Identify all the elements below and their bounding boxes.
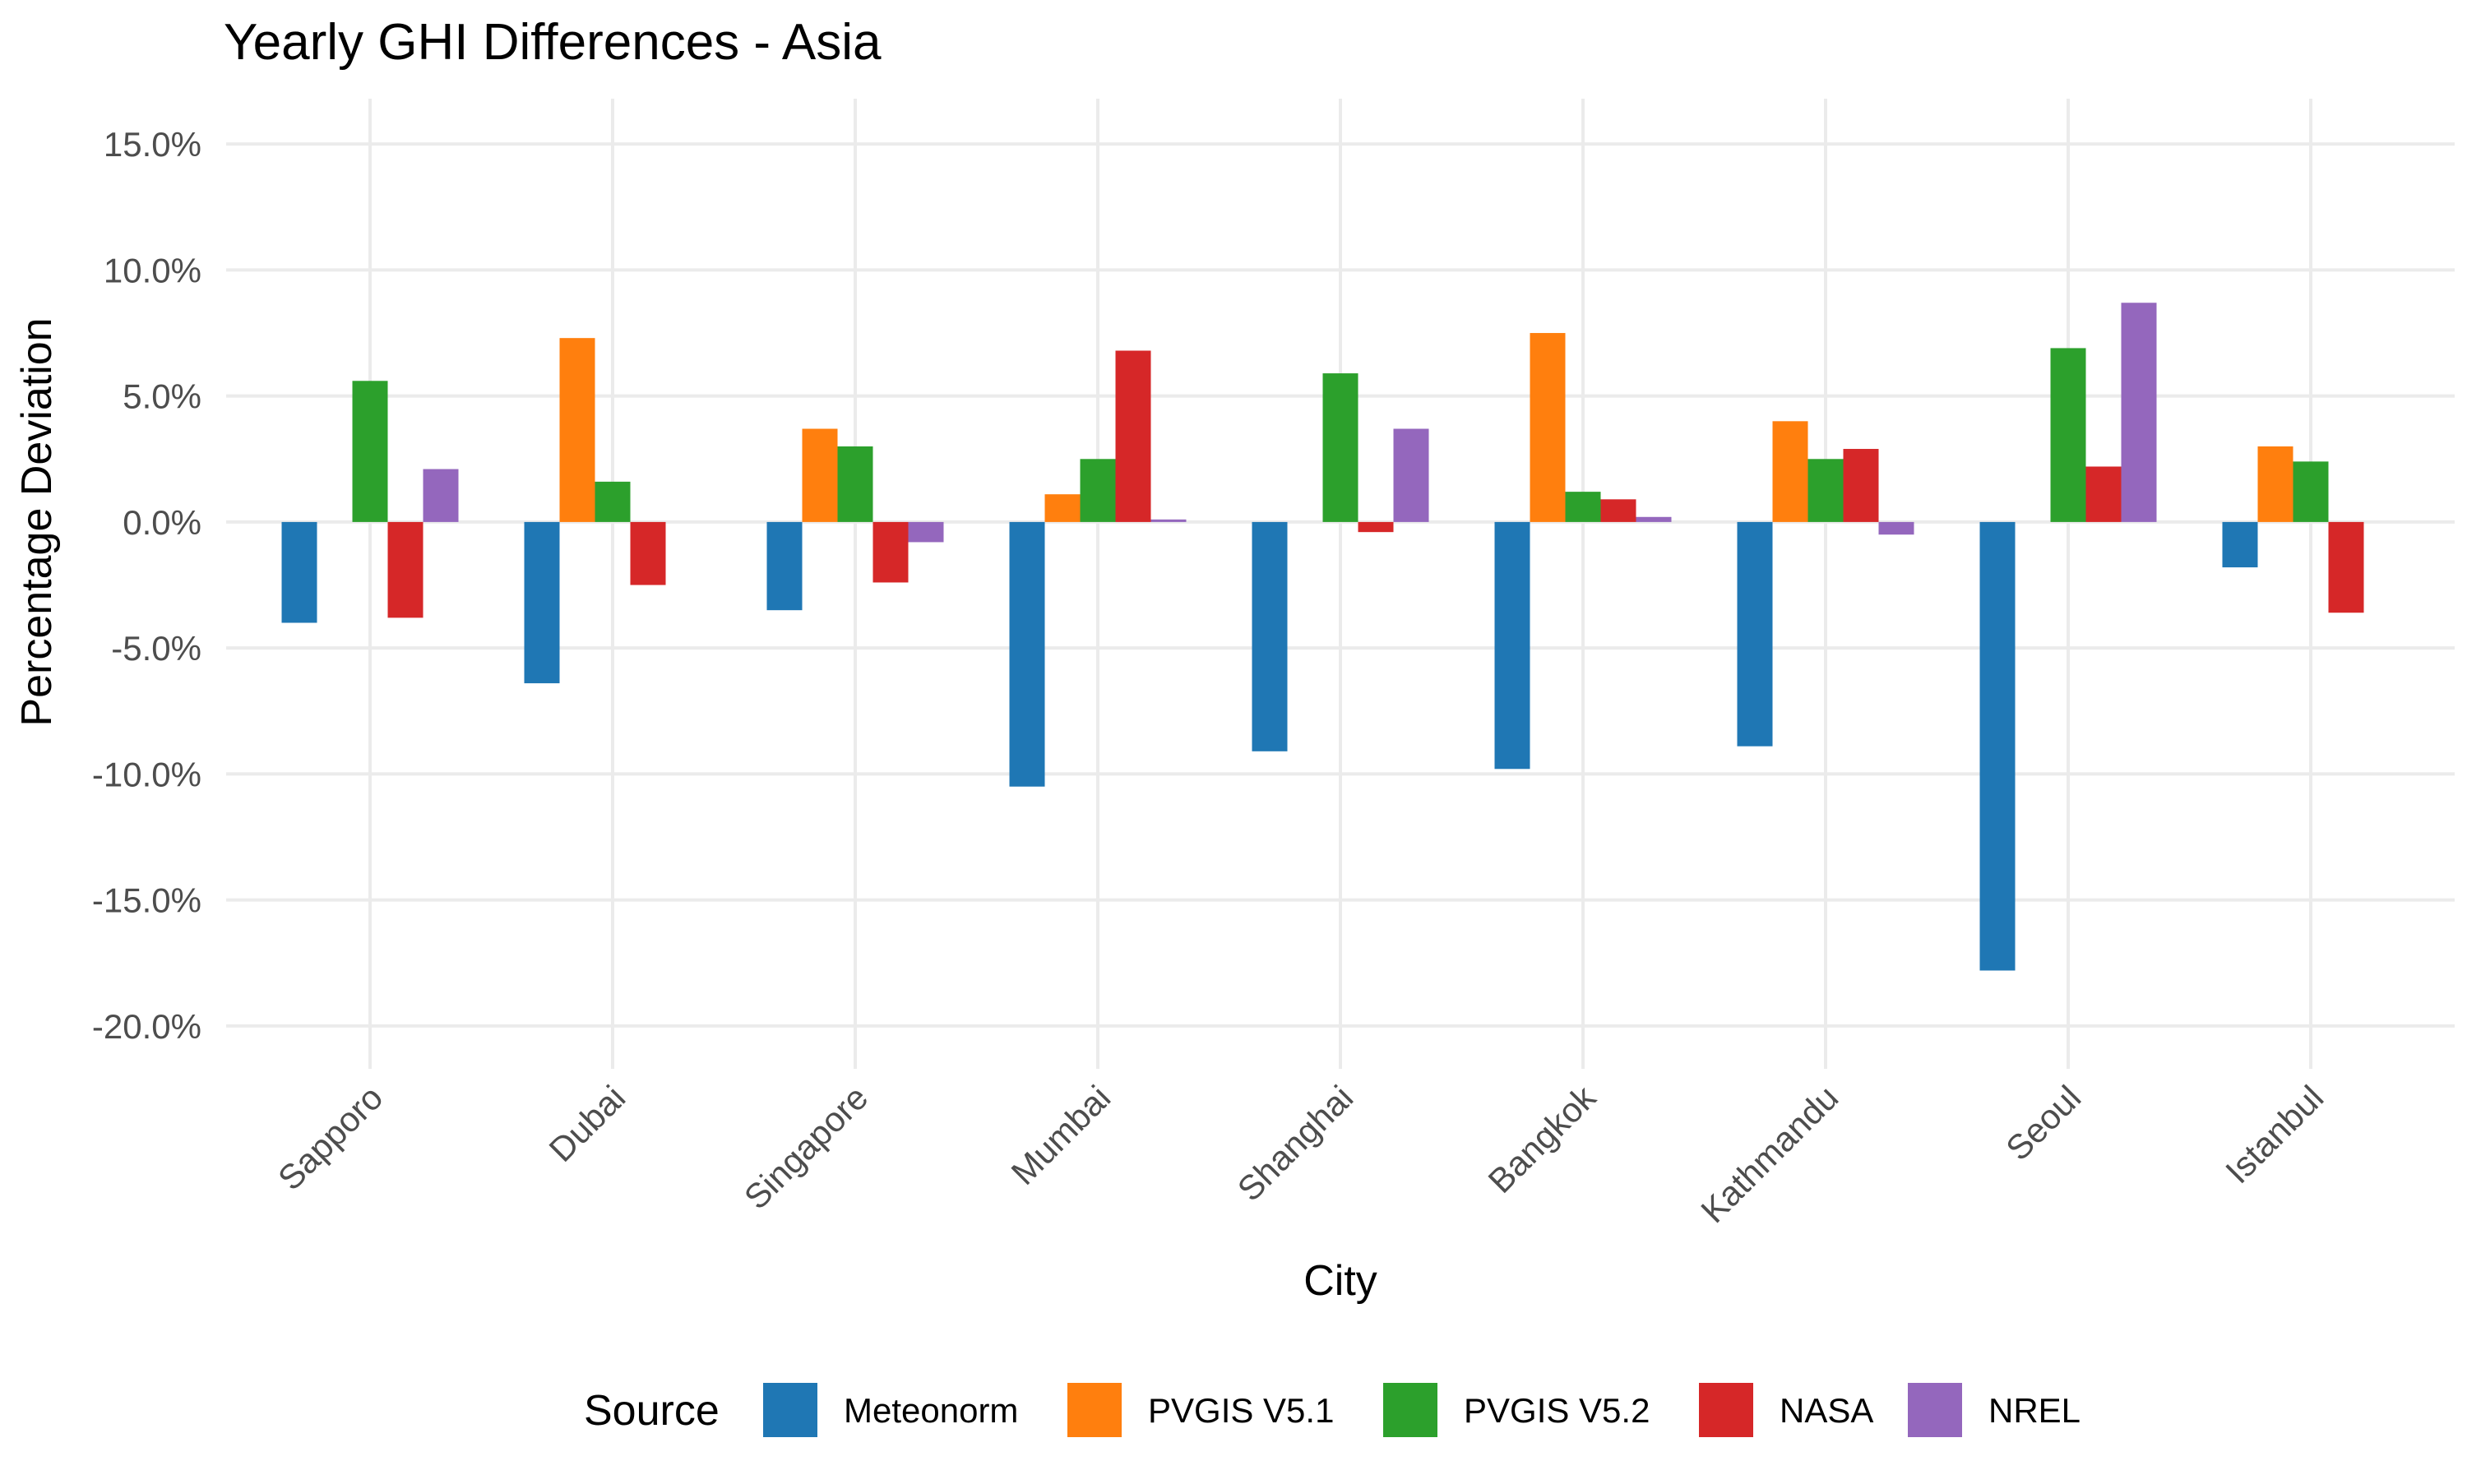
legend-swatch — [1067, 1383, 1122, 1437]
bar-nrel-singapore — [908, 521, 944, 543]
x-tick-label: Dubai — [542, 1078, 633, 1169]
bar-nasa-dubai — [630, 521, 666, 585]
bar-nasa-seoul — [2085, 466, 2122, 522]
chart-title: Yearly GHI Differences - Asia — [224, 14, 882, 71]
bar-nrel-seoul — [2121, 303, 2157, 522]
x-axis-title: City — [1303, 1257, 1377, 1305]
bar-pvgis-v5-2-seoul — [2050, 348, 2086, 522]
bar-pvgis-v5-2-sapporo — [352, 381, 388, 522]
bar-nasa-istanbul — [2328, 521, 2364, 613]
bar-meteonorm-bangkok — [1494, 521, 1530, 770]
bar-pvgis-v5-2-shanghai — [1322, 373, 1358, 522]
bar-pvgis-v5-2-singapore — [837, 446, 873, 522]
y-tick-label: 0.0% — [123, 503, 201, 542]
bar-meteonorm-seoul — [1979, 521, 2016, 971]
bar-pvgis-v5-1-mumbai — [1044, 494, 1081, 522]
bar-nasa-bangkok — [1600, 499, 1636, 522]
legend-label: NASA — [1780, 1391, 1873, 1430]
bar-nrel-bangkok — [1636, 516, 1672, 522]
y-tick-label: 10.0% — [104, 251, 201, 289]
bar-meteonorm-sapporo — [281, 521, 317, 623]
bar-nrel-sapporo — [423, 469, 459, 522]
y-tick-label: -15.0% — [92, 881, 201, 920]
y-tick-label: 5.0% — [123, 377, 201, 416]
legend-swatch — [1699, 1383, 1753, 1437]
legend: Source Meteonorm PVGIS V5.1 PVGIS V5.2 NASA N… — [584, 1383, 2081, 1437]
bar-pvgis-v5-2-kathmandu — [1807, 459, 1844, 522]
legend-label: PVGIS V5.1 — [1148, 1391, 1334, 1430]
legend-title: Source — [584, 1387, 720, 1435]
bar-nasa-mumbai — [1115, 350, 1151, 522]
bar-pvgis-v5-1-dubai — [559, 338, 595, 522]
bar-pvgis-v5-1-singapore — [802, 428, 838, 522]
bar-nrel-mumbai — [1150, 519, 1187, 522]
bar-pvgis-v5-1-istanbul — [2257, 446, 2293, 522]
legend-label: PVGIS V5.2 — [1464, 1391, 1650, 1430]
bar-meteonorm-shanghai — [1252, 521, 1288, 751]
bar-pvgis-v5-1-kathmandu — [1772, 421, 1808, 522]
x-tick-label: Kathmandu — [1693, 1078, 1845, 1230]
bar-pvgis-v5-2-istanbul — [2293, 461, 2329, 522]
y-tick-label: 15.0% — [104, 125, 201, 164]
bar-nasa-singapore — [872, 521, 909, 583]
x-tick-label: Shanghai — [1230, 1078, 1361, 1209]
bar-meteonorm-mumbai — [1009, 521, 1045, 787]
bar-nrel-kathmandu — [1878, 521, 1914, 535]
bar-pvgis-v5-2-mumbai — [1080, 459, 1116, 522]
bar-pvgis-v5-2-bangkok — [1565, 492, 1601, 522]
legend-label: NREL — [1988, 1391, 2081, 1430]
bar-meteonorm-istanbul — [2222, 521, 2258, 568]
legend-item-meteonorm: Meteonorm — [763, 1383, 1018, 1437]
legend-item-pvgis-v5-1: PVGIS V5.1 — [1067, 1383, 1334, 1437]
legend-swatch — [1383, 1383, 1437, 1437]
x-tick-label: Istanbul — [2218, 1078, 2330, 1190]
bar-nasa-sapporo — [387, 521, 424, 618]
bar-nasa-kathmandu — [1843, 449, 1879, 522]
x-tick-label: Mumbai — [1003, 1078, 1118, 1192]
x-tick-label: Bangkok — [1481, 1077, 1604, 1200]
bar-layer — [281, 303, 2364, 971]
bar-meteonorm-singapore — [766, 521, 803, 611]
x-tick-label: Singapore — [737, 1078, 876, 1217]
bar-nasa-shanghai — [1358, 521, 1394, 533]
bar-meteonorm-kathmandu — [1737, 521, 1773, 747]
legend-swatch — [1908, 1383, 1962, 1437]
bar-nrel-shanghai — [1393, 428, 1429, 522]
y-axis-title: Percentage Deviation — [13, 317, 61, 726]
bar-pvgis-v5-1-bangkok — [1530, 333, 1566, 522]
legend-item-nrel: NREL — [1908, 1383, 2081, 1437]
legend-swatch — [763, 1383, 817, 1437]
bar-meteonorm-dubai — [524, 521, 560, 684]
legend-label: Meteonorm — [844, 1391, 1018, 1430]
x-tick-label: Seoul — [1998, 1078, 2088, 1167]
y-tick-label: -10.0% — [92, 755, 201, 793]
bar-pvgis-v5-2-dubai — [595, 481, 631, 522]
y-tick-label: -20.0% — [92, 1007, 201, 1046]
x-tick-label: Sapporo — [271, 1078, 391, 1198]
legend-item-nasa: NASA — [1699, 1383, 1873, 1437]
y-tick-label: -5.0% — [111, 629, 201, 668]
grid-layer — [226, 99, 2455, 1069]
legend-item-pvgis-v5-2: PVGIS V5.2 — [1383, 1383, 1650, 1437]
